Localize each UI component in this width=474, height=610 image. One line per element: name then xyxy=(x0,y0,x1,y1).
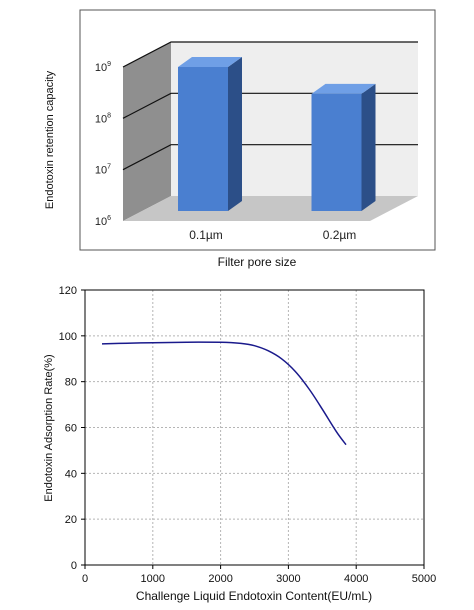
chart1-x-axis-label: Filter pore size xyxy=(218,255,297,269)
y-tick-label: 20 xyxy=(65,514,77,526)
adsorption-chart: 0 1000 2000 3000 4000 5000 0 20 40 60 80 100 120 Ch… xyxy=(43,285,436,603)
y-tick-exponent: 7 xyxy=(107,164,111,171)
y-tick-label: 60 xyxy=(65,423,77,435)
bar-top xyxy=(178,57,242,67)
y-tick-label: 109 xyxy=(95,61,111,74)
y-tick-label: 120 xyxy=(59,285,77,297)
y-tick-exponent: 6 xyxy=(107,215,111,222)
x-tick-label: 0.2µm xyxy=(323,228,357,242)
chart2-y-axis-label: Endotoxin Adsorption Rate(%) xyxy=(43,354,55,501)
side-wall xyxy=(123,42,171,221)
y-tick-label: 107 xyxy=(95,164,111,177)
y-tick-label: 100 xyxy=(59,331,77,343)
retention-chart: 109 108 107 106 0.1µm 0.2µm Filter pore size… xyxy=(44,9,436,269)
chart1-bars xyxy=(178,57,376,211)
x-tick-label: 3000 xyxy=(276,573,300,585)
adsorption-series-line xyxy=(101,341,347,446)
chart1-y-tick-labels: 109 108 107 106 xyxy=(95,61,111,228)
x-tick-label: 5000 xyxy=(412,573,436,585)
bar xyxy=(311,93,362,211)
y-tick-exponent: 8 xyxy=(107,112,111,119)
y-tick-exponent: 9 xyxy=(107,61,111,68)
bar-side xyxy=(228,57,242,211)
bar xyxy=(178,67,228,211)
chart2-x-tick-labels: 0 1000 2000 3000 4000 5000 xyxy=(82,565,436,585)
x-tick-label: 4000 xyxy=(344,573,368,585)
gridline xyxy=(122,41,418,68)
y-tick-label: 40 xyxy=(65,468,77,480)
bar-top xyxy=(311,83,376,94)
chart1-y-axis-label: Endotoxin retention capacity xyxy=(44,70,56,209)
x-tick-label: 0 xyxy=(82,573,88,585)
y-tick-label: 0 xyxy=(71,560,77,572)
chart2-gridlines xyxy=(85,290,424,565)
x-tick-label: 2000 xyxy=(208,573,232,585)
x-tick-label: 1000 xyxy=(141,573,165,585)
y-tick-label: 108 xyxy=(95,112,111,125)
chart1-x-tick-labels: 0.1µm 0.2µm xyxy=(189,228,356,242)
bar-side xyxy=(361,83,376,211)
y-tick-label: 80 xyxy=(65,377,77,389)
x-tick-label: 0.1µm xyxy=(189,228,223,242)
chart2-x-axis-label: Challenge Liquid Endotoxin Content(EU/mL… xyxy=(136,589,372,603)
chart2-y-tick-labels: 0 20 40 60 80 100 120 xyxy=(59,285,85,572)
y-tick-label: 106 xyxy=(95,215,111,228)
